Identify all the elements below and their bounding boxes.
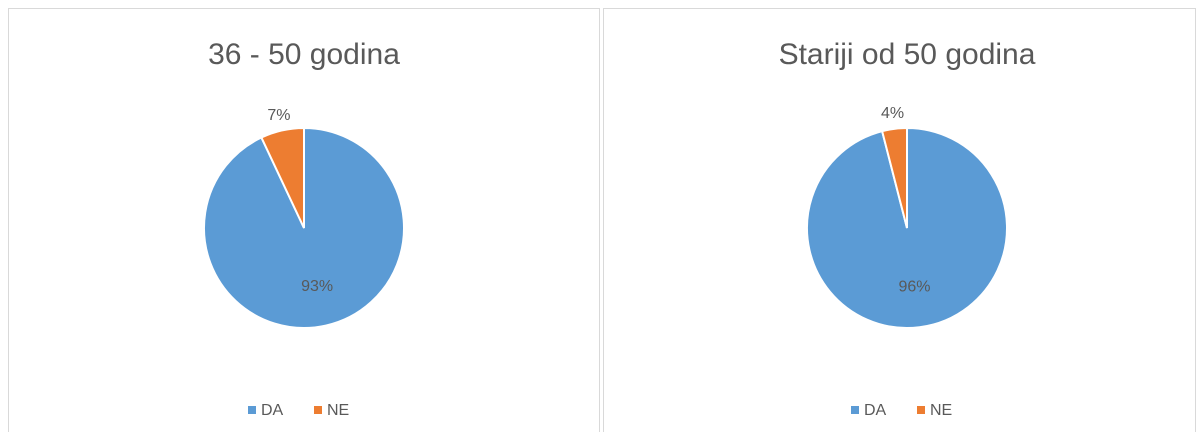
data-label: 7% xyxy=(267,107,290,124)
legend-label: NE xyxy=(930,402,952,419)
pie-slice xyxy=(880,126,908,229)
legend-swatch xyxy=(314,406,322,414)
legend-label: NE xyxy=(327,402,349,419)
legend-swatch xyxy=(917,406,925,414)
legend-label: DA xyxy=(864,402,887,419)
data-label: 96% xyxy=(899,279,931,296)
data-label: 93% xyxy=(301,278,333,295)
legend-swatch xyxy=(248,406,256,414)
legend-swatch xyxy=(851,406,859,414)
chart-title: Stariji od 50 godina xyxy=(779,38,1036,71)
data-label: 4% xyxy=(881,105,904,122)
legend-label: DA xyxy=(261,402,284,419)
chart-title: 36 - 50 godina xyxy=(208,38,400,71)
pie-slice xyxy=(260,126,305,229)
